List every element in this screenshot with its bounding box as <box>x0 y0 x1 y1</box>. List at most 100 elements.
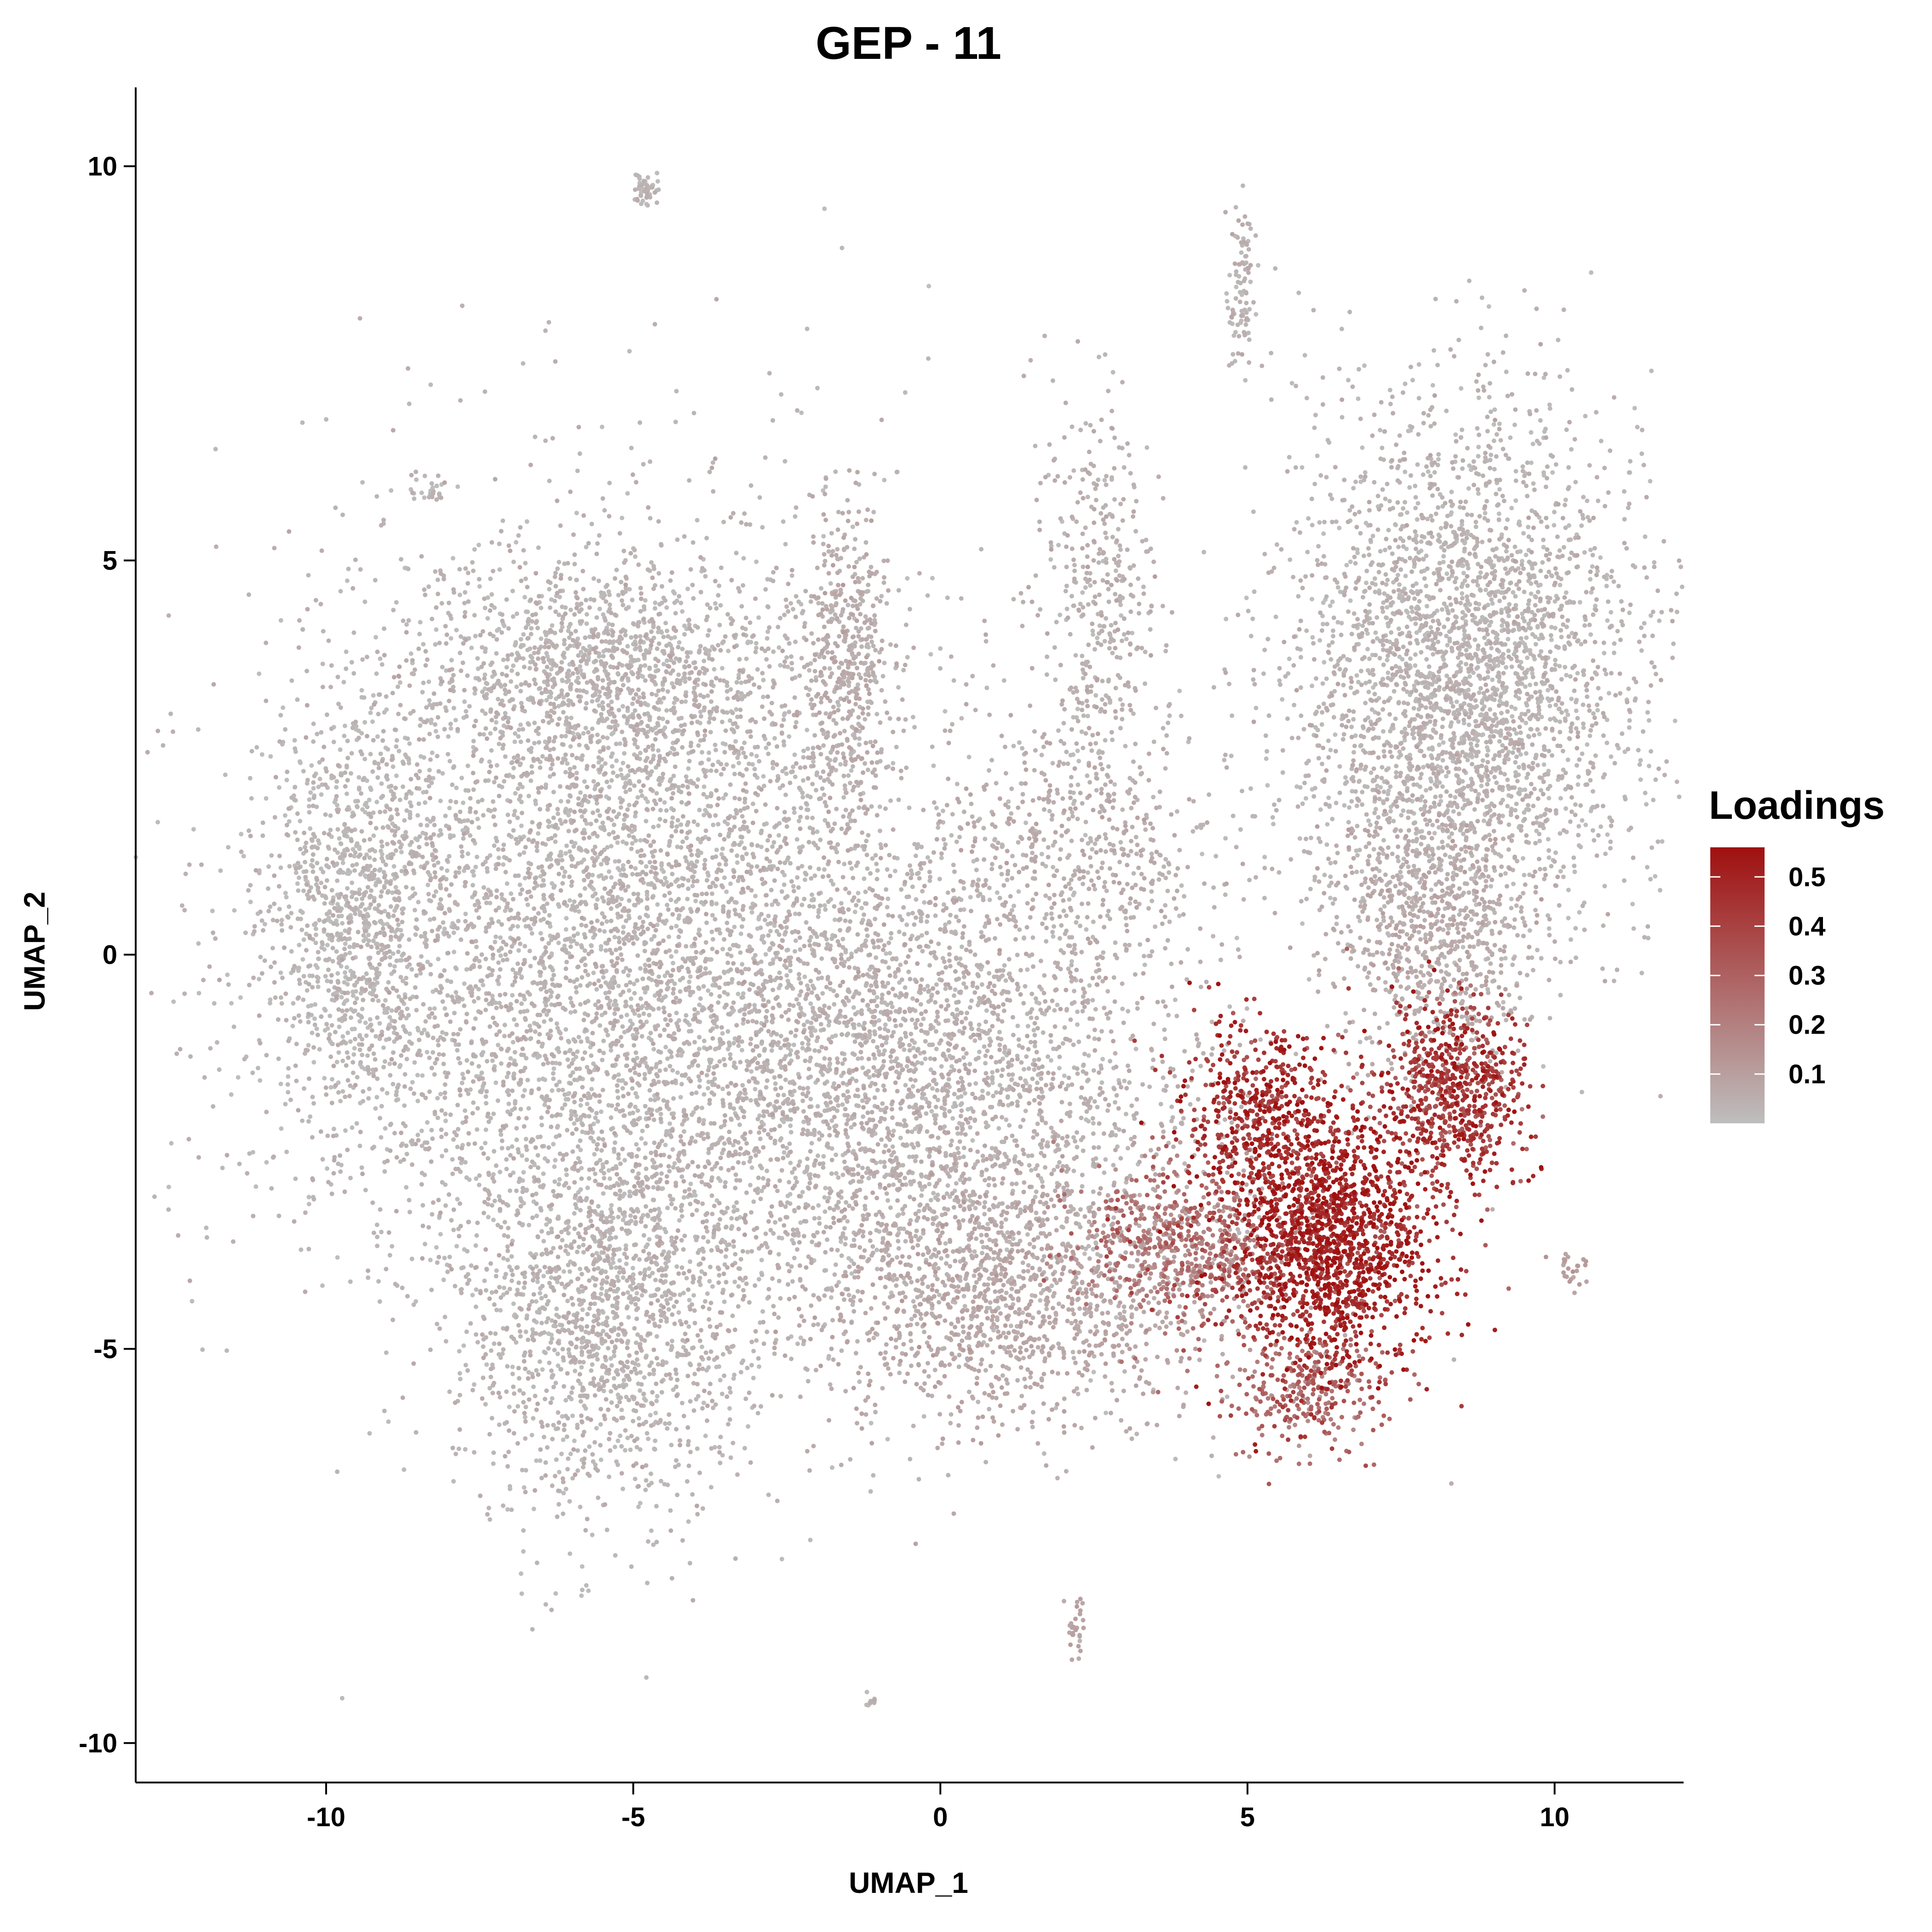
data-point <box>483 605 488 610</box>
data-point <box>558 799 564 804</box>
data-point <box>732 900 737 905</box>
data-point <box>1572 869 1577 874</box>
data-point <box>1583 822 1588 828</box>
data-point <box>1569 696 1574 702</box>
data-point <box>489 748 494 753</box>
data-point <box>1023 1078 1028 1083</box>
data-point <box>616 1078 621 1083</box>
data-point <box>316 838 321 843</box>
data-point <box>512 1017 517 1022</box>
data-point <box>736 991 741 996</box>
data-point <box>637 1013 642 1018</box>
data-point <box>1344 563 1349 568</box>
data-point <box>830 1465 834 1470</box>
data-point <box>1679 584 1685 589</box>
data-point <box>456 919 461 924</box>
data-point <box>523 1137 529 1142</box>
data-point <box>392 964 397 969</box>
data-point <box>1298 785 1303 790</box>
data-point <box>943 922 948 927</box>
data-point <box>498 1308 503 1313</box>
data-point <box>868 1420 874 1426</box>
data-point <box>1032 1044 1037 1049</box>
data-point <box>575 1049 580 1054</box>
data-point <box>1271 822 1276 827</box>
data-point <box>799 410 804 415</box>
data-point <box>639 1293 644 1298</box>
data-point <box>698 996 703 1001</box>
data-point <box>723 1254 728 1259</box>
data-point <box>600 1309 605 1314</box>
data-point <box>426 584 431 589</box>
data-point <box>578 664 582 669</box>
data-point <box>1305 550 1310 555</box>
data-point <box>493 934 498 939</box>
data-point <box>416 900 421 905</box>
data-point <box>382 1059 387 1064</box>
data-point <box>313 963 318 968</box>
data-point <box>656 974 661 979</box>
data-point <box>1476 454 1481 459</box>
data-point <box>1069 959 1074 964</box>
data-point <box>248 899 253 904</box>
data-point <box>910 996 915 1001</box>
data-point <box>580 1340 585 1345</box>
data-point <box>861 1114 866 1119</box>
data-point <box>1360 445 1365 450</box>
data-point <box>1202 1338 1207 1343</box>
data-point <box>643 663 648 668</box>
data-point <box>567 849 572 854</box>
data-point <box>1604 672 1609 677</box>
data-point <box>1004 1247 1009 1252</box>
data-point <box>714 1024 719 1029</box>
data-point <box>402 818 407 823</box>
data-point <box>554 1021 559 1026</box>
data-point <box>555 811 560 816</box>
data-point <box>674 924 679 929</box>
data-point <box>1133 1046 1138 1052</box>
data-point <box>356 775 362 780</box>
data-point <box>387 955 392 960</box>
data-point <box>772 923 777 928</box>
data-point <box>701 1400 706 1405</box>
data-point <box>434 483 439 489</box>
data-point <box>580 1564 585 1569</box>
data-point <box>509 1278 514 1283</box>
data-point <box>1126 1009 1131 1014</box>
data-point <box>895 1213 900 1219</box>
data-point <box>506 812 511 817</box>
data-point <box>556 1363 561 1368</box>
data-point <box>1391 818 1396 823</box>
data-point <box>769 1048 774 1053</box>
data-point <box>501 862 506 867</box>
data-point <box>1643 534 1648 539</box>
data-point <box>585 1039 590 1044</box>
data-point <box>591 1459 596 1464</box>
data-point <box>599 1148 604 1153</box>
data-point <box>1576 782 1581 787</box>
data-point <box>1436 457 1441 462</box>
data-point <box>590 1362 595 1367</box>
data-point <box>1001 678 1006 683</box>
data-point <box>1492 467 1497 472</box>
data-point <box>427 1006 432 1011</box>
data-point <box>731 1204 736 1209</box>
data-point <box>1417 784 1422 789</box>
data-point <box>647 1266 652 1271</box>
data-point <box>1523 645 1528 650</box>
data-point <box>1561 874 1566 880</box>
data-point <box>1522 873 1527 878</box>
data-point <box>580 1129 585 1134</box>
data-point <box>764 1085 769 1090</box>
data-point <box>708 730 713 735</box>
data-point <box>578 1103 583 1108</box>
data-point <box>1102 1170 1107 1175</box>
data-point <box>711 1235 716 1240</box>
data-point <box>765 1168 770 1173</box>
data-point <box>225 972 230 978</box>
data-point <box>534 1299 539 1304</box>
data-point <box>591 576 596 581</box>
data-point <box>344 649 349 654</box>
data-point <box>1410 378 1415 383</box>
data-point <box>749 1069 754 1074</box>
